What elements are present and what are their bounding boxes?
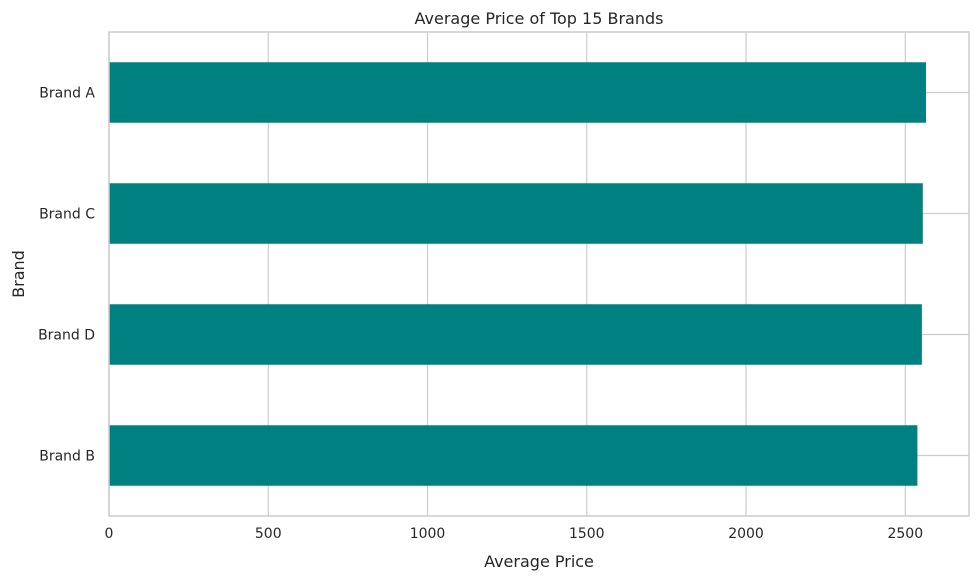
plot-frame <box>108 31 970 517</box>
bars <box>109 62 926 486</box>
y-tick-labels: Brand A Brand C Brand D Brand B <box>38 86 95 465</box>
x-tick-label: 1500 <box>569 526 605 542</box>
bar <box>109 183 923 244</box>
bar <box>109 62 926 123</box>
y-axis-label: Brand <box>9 250 28 298</box>
x-tick-label: 2000 <box>728 526 764 542</box>
x-tick-label: 500 <box>255 526 282 542</box>
bar <box>109 304 922 365</box>
y-tick-label: Brand B <box>39 449 95 465</box>
x-tick-label: 0 <box>105 526 114 542</box>
x-tick-label: 2500 <box>887 526 923 542</box>
x-tick-labels: 0 500 1000 1500 2000 2500 <box>105 526 924 542</box>
y-tick-label: Brand C <box>39 207 95 223</box>
y-tick-label: Brand A <box>39 86 95 102</box>
bar <box>109 425 918 486</box>
chart-title: Average Price of Top 15 Brands <box>415 9 664 28</box>
x-tick-label: 1000 <box>410 526 446 542</box>
y-tick-label: Brand D <box>38 328 95 344</box>
x-axis-label: Average Price <box>484 552 594 571</box>
